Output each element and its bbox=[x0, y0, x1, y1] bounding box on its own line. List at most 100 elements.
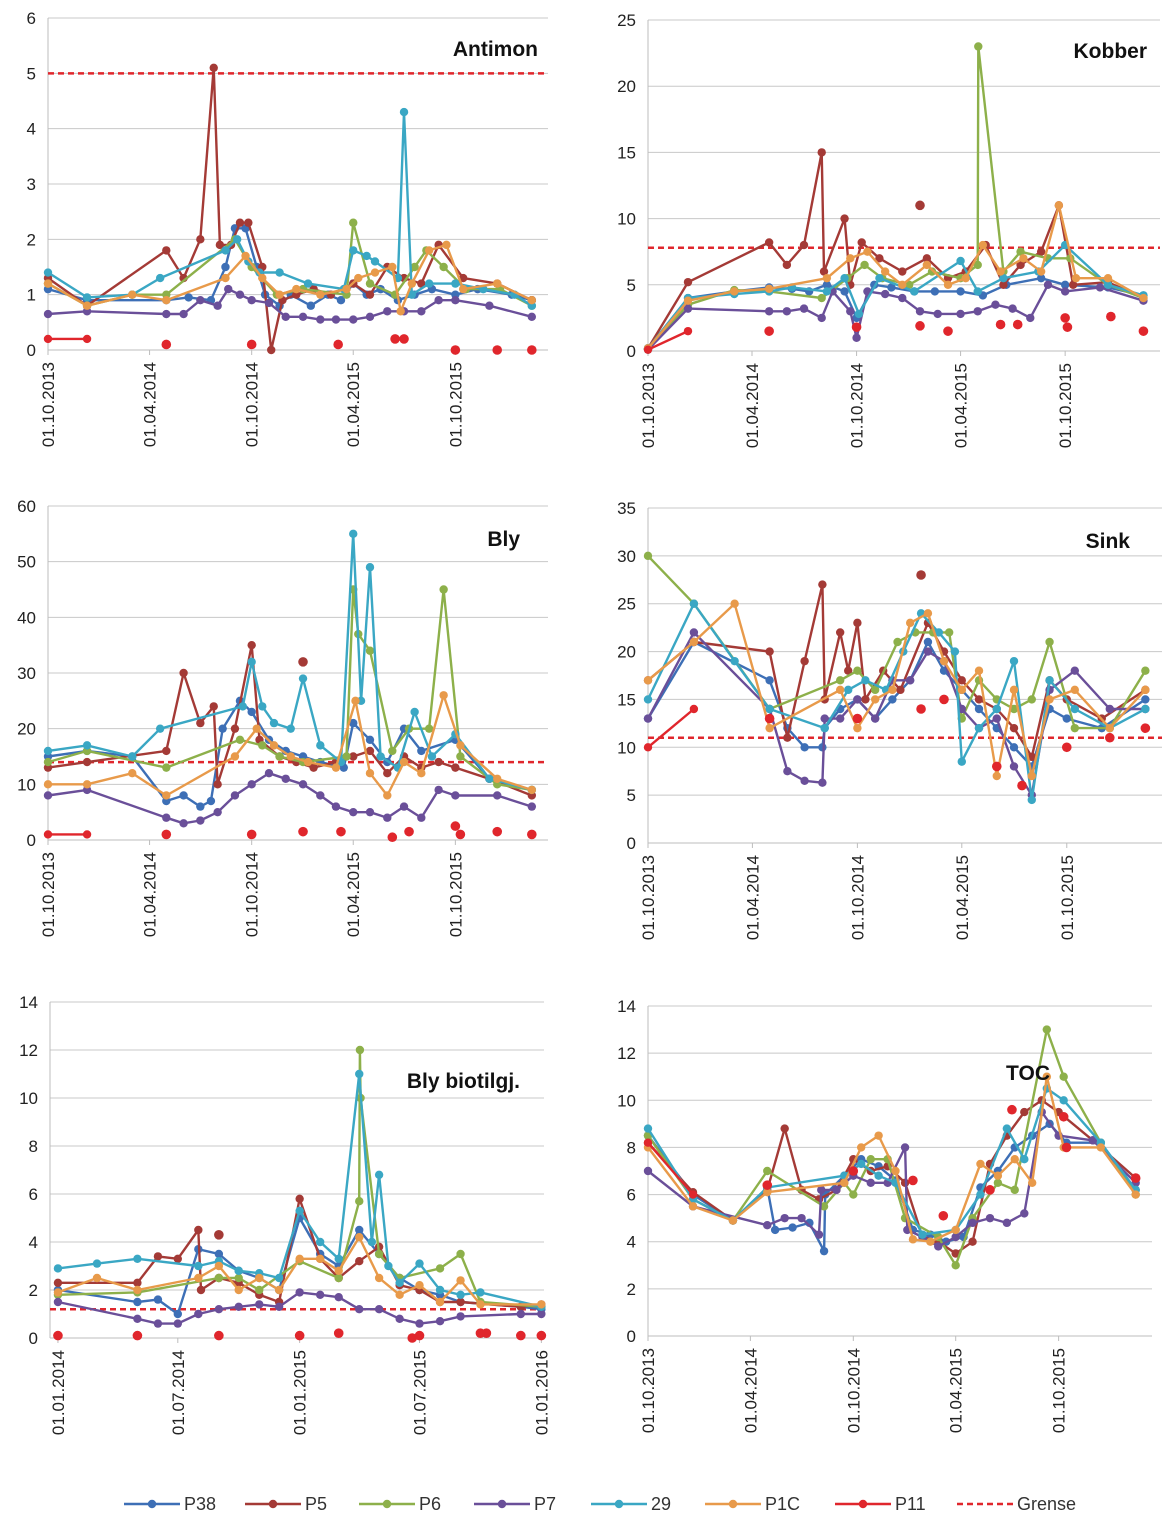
data-point-29 bbox=[82, 293, 92, 302]
data-point-p7 bbox=[349, 315, 358, 324]
data-point-p38 bbox=[840, 287, 849, 296]
data-point-p1c bbox=[1105, 723, 1114, 733]
y-tick-label: 6 bbox=[627, 1186, 636, 1205]
data-point-p7 bbox=[281, 774, 290, 783]
data-point-29 bbox=[476, 1288, 485, 1297]
data-point-p7 bbox=[179, 819, 188, 828]
data-point-p11 bbox=[852, 713, 863, 724]
legend-marker bbox=[382, 1499, 392, 1509]
data-point-p38 bbox=[184, 293, 193, 302]
data-point-p38 bbox=[221, 262, 230, 272]
data-point-29 bbox=[399, 107, 409, 117]
data-point-29 bbox=[854, 309, 864, 319]
data-point-p1c bbox=[1070, 685, 1080, 695]
data-point-p11 bbox=[1061, 742, 1072, 753]
data-point-p5 bbox=[968, 1237, 977, 1246]
y-tick-label: 10 bbox=[17, 775, 36, 794]
x-tick-label: 01.01.2014 bbox=[49, 1350, 68, 1435]
data-point-29 bbox=[1045, 676, 1054, 685]
legend-item-p38: P38 bbox=[124, 1494, 216, 1514]
data-point-p1c bbox=[388, 262, 397, 272]
series-p7 bbox=[643, 1107, 1140, 1251]
data-point-p11 bbox=[916, 704, 926, 714]
data-point-p7 bbox=[214, 1305, 224, 1314]
data-point-p6 bbox=[355, 1197, 364, 1206]
chart-svg: 0 10 20 30 40 50 60 01.10.2013 01.04.2014 01.10.2… bbox=[17, 497, 548, 937]
data-point-p5 bbox=[267, 345, 276, 355]
y-tick-label: 8 bbox=[29, 1137, 38, 1156]
data-point-p7 bbox=[898, 293, 907, 303]
data-point-p5 bbox=[53, 1278, 63, 1287]
data-point-29 bbox=[435, 1285, 445, 1295]
data-point-29 bbox=[844, 685, 853, 695]
data-point-p1c bbox=[82, 301, 92, 310]
data-point-p1c bbox=[43, 279, 53, 288]
data-point-p5 bbox=[230, 724, 240, 733]
data-point-29 bbox=[133, 1254, 142, 1263]
data-point-p5 bbox=[1020, 1107, 1029, 1117]
data-point-p5 bbox=[82, 757, 92, 767]
data-point-p7 bbox=[365, 807, 375, 817]
data-point-p1c bbox=[537, 1300, 546, 1309]
data-point-29 bbox=[376, 752, 385, 761]
data-point-p7 bbox=[264, 769, 274, 778]
data-point-p7 bbox=[196, 296, 205, 305]
data-point-p1c bbox=[992, 771, 1001, 781]
data-point-p7 bbox=[880, 289, 890, 299]
data-point-p5 bbox=[162, 246, 171, 255]
data-point-29 bbox=[355, 1069, 364, 1079]
y-tick-label: 5 bbox=[27, 64, 36, 83]
data-point-p1c bbox=[764, 284, 774, 293]
y-tick-label: 25 bbox=[617, 595, 636, 614]
data-point-p11 bbox=[333, 339, 343, 350]
data-point-p7 bbox=[956, 309, 965, 319]
data-point-p7 bbox=[247, 296, 256, 305]
data-point-p5 bbox=[244, 218, 253, 227]
data-point-p1c bbox=[439, 691, 448, 700]
data-point-p7 bbox=[316, 791, 325, 800]
chart-legend: P38 P5 P6 P7 29 P1C P11 Grense bbox=[0, 1490, 1164, 1519]
y-tick-label: 0 bbox=[627, 834, 636, 853]
chart-title: Sink bbox=[1086, 530, 1131, 553]
data-point-29 bbox=[485, 774, 494, 783]
data-point-p1c bbox=[527, 296, 537, 305]
data-point-p1c bbox=[888, 685, 897, 695]
legend-label: P5 bbox=[305, 1494, 327, 1514]
data-point-29 bbox=[765, 704, 774, 714]
data-point-p1c bbox=[730, 599, 739, 608]
legend-marker bbox=[268, 1499, 278, 1509]
data-point-p1c bbox=[128, 290, 137, 299]
x-tick-label: 01.10.2015 bbox=[446, 852, 465, 937]
data-point-29 bbox=[999, 273, 1008, 283]
data-point-p11 bbox=[995, 319, 1006, 330]
data-point-p38 bbox=[974, 704, 984, 714]
data-point-p1c bbox=[133, 1285, 142, 1295]
data-point-p5 bbox=[853, 618, 862, 628]
data-point-p7 bbox=[527, 802, 537, 811]
data-point-p11 bbox=[688, 1190, 698, 1199]
data-point-p1c bbox=[1019, 254, 1028, 263]
x-tick-label: 01.10.2015 bbox=[1056, 363, 1075, 448]
legend-marker bbox=[728, 1499, 738, 1509]
series-p11 bbox=[643, 311, 1149, 354]
data-point-p38 bbox=[179, 791, 188, 800]
data-point-p7 bbox=[383, 307, 392, 316]
data-point-p6 bbox=[973, 260, 982, 270]
series-line-p5 bbox=[47, 66, 533, 352]
legend-item-p11: P11 bbox=[835, 1494, 926, 1514]
data-point-p7 bbox=[435, 1317, 445, 1326]
data-point-p7 bbox=[274, 1302, 284, 1311]
data-point-p11 bbox=[1007, 1104, 1017, 1115]
data-point-p6 bbox=[334, 1273, 343, 1283]
data-point-p5 bbox=[247, 640, 256, 650]
data-point-p7 bbox=[485, 301, 494, 310]
data-point-29 bbox=[415, 1259, 424, 1268]
data-point-p11 bbox=[414, 1330, 425, 1341]
data-point-p6 bbox=[1016, 247, 1025, 256]
data-point-p7 bbox=[334, 1293, 343, 1302]
data-point-p11 bbox=[481, 1328, 492, 1338]
data-point-p7 bbox=[817, 1185, 826, 1195]
y-tick-label: 50 bbox=[17, 553, 36, 572]
data-point-p7 bbox=[235, 290, 245, 299]
data-point-p5 bbox=[162, 746, 171, 756]
